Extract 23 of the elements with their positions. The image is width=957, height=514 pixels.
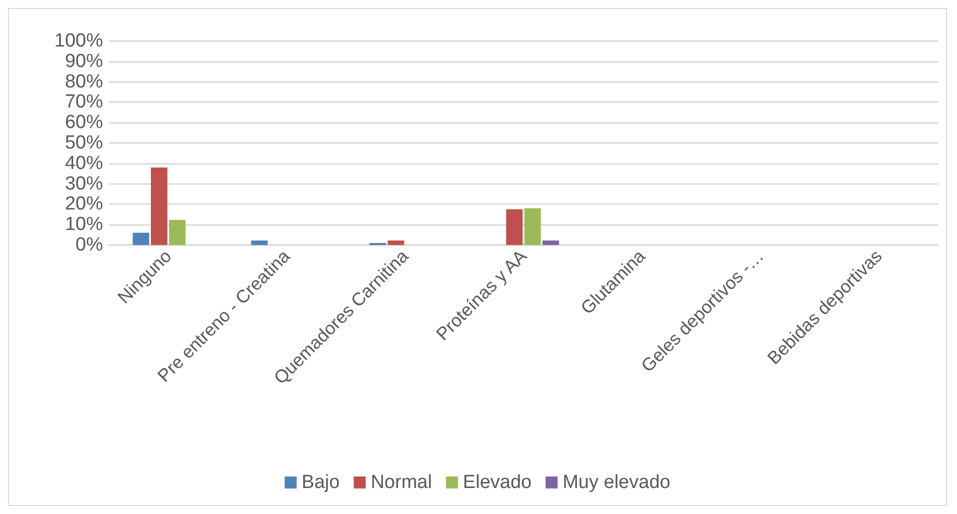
y-tick-label: 100% [54,30,104,52]
legend-label: Bajo [302,472,340,493]
y-tick-label: 30% [64,173,104,194]
y-tick-label: 80% [64,71,104,92]
y-tick-label: 60% [64,112,104,134]
legend-label: Muy elevado [562,472,670,493]
bar [169,220,186,245]
bar [506,209,523,245]
y-tick-label: 50% [64,132,104,154]
bar [150,167,168,245]
legend-label: Elevado [462,472,532,493]
bar [542,240,560,245]
legend-label: Normal [370,472,432,493]
y-tick-label: 70% [64,92,104,113]
y-tick-label: 90% [64,50,104,72]
bar [132,232,150,245]
y-tick-label: 0% [76,234,104,256]
y-tick-label: 10% [64,214,104,236]
bar [524,208,541,245]
y-tick-label: 40% [64,152,104,174]
y-tick-label: 20% [64,194,104,215]
bar [251,240,268,245]
bar [388,240,404,245]
